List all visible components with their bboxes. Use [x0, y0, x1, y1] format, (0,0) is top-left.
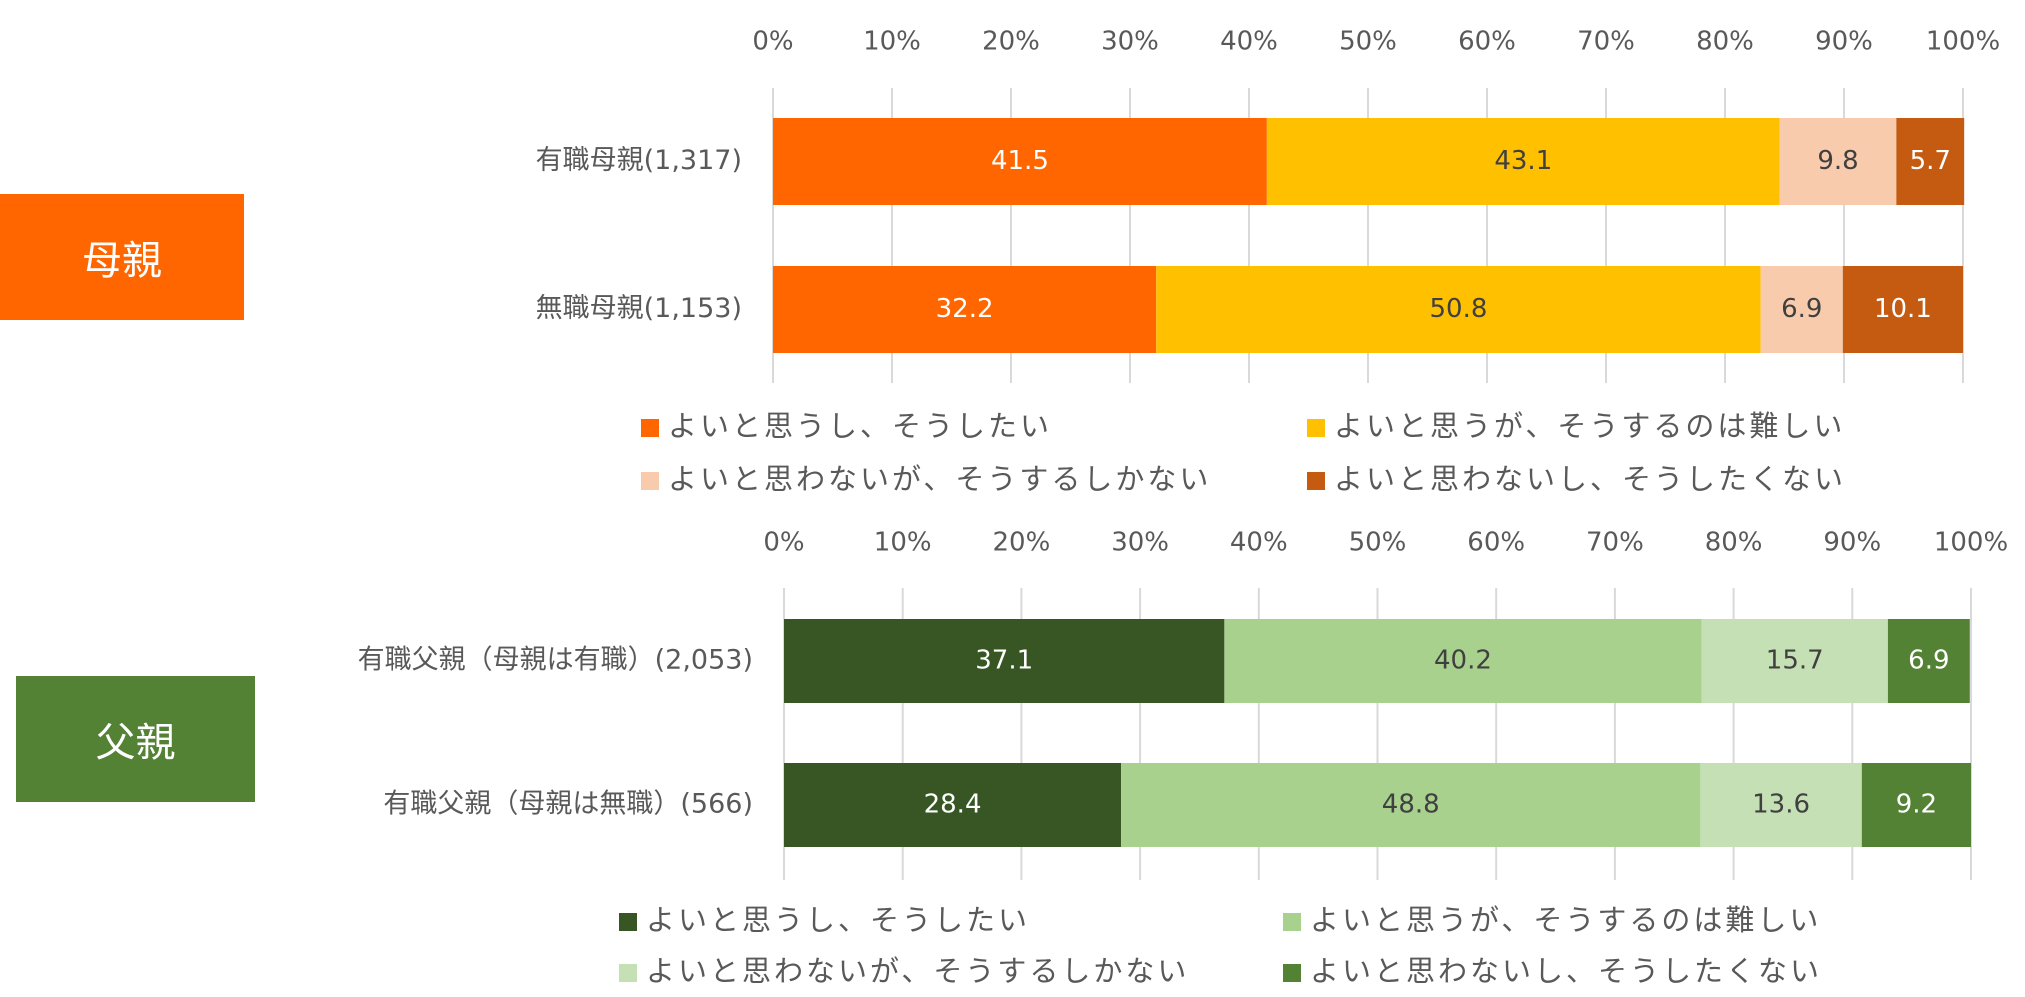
- father-bar-segment: [1121, 763, 1701, 847]
- mother-data-label: 6.9: [1781, 294, 1822, 324]
- father-legend-swatch: [619, 913, 637, 931]
- father-tick-label: 90%: [1823, 528, 1881, 558]
- father-legend-label: よいと思わないが、そうするしかない: [646, 954, 1189, 988]
- father-tick-label: 40%: [1230, 528, 1288, 558]
- mother-data-label: 41.5: [991, 146, 1049, 176]
- mother-tick-label: 70%: [1577, 27, 1635, 57]
- father-tick-label: 50%: [1349, 528, 1407, 558]
- mother-tick-label: 40%: [1220, 27, 1278, 57]
- mother-bar-segment: [773, 118, 1267, 205]
- mother-tick-label: 100%: [1926, 27, 2000, 57]
- father-data-label: 40.2: [1434, 646, 1492, 676]
- father-data-label: 13.6: [1752, 790, 1810, 820]
- father-bar-segment: [784, 619, 1225, 703]
- father-bar-segment: [1224, 619, 1702, 703]
- father-data-label: 6.9: [1908, 646, 1949, 676]
- mother-bar-segment: [1896, 118, 1965, 205]
- mother-section-label: 母親: [0, 194, 244, 320]
- mother-bar-segment: [1266, 118, 1780, 205]
- mother-tick-label: 60%: [1458, 27, 1516, 57]
- father-category-label: 有職父親（母親は有職）(2,053): [358, 645, 753, 676]
- father-category-label: 有職父親（母親は無職）(566): [383, 789, 753, 820]
- mother-data-label: 43.1: [1494, 146, 1552, 176]
- father-legend-swatch: [619, 964, 637, 982]
- mother-legend-label: よいと思わないし、そうしたくない: [1334, 462, 1846, 496]
- father-tick-label: 80%: [1705, 528, 1763, 558]
- father-legend-label: よいと思うが、そうするのは難しい: [1310, 903, 1821, 937]
- father-data-label: 48.8: [1382, 790, 1440, 820]
- father-section-label: 父親: [16, 676, 255, 802]
- father-legend-label: よいと思わないし、そうしたくない: [1310, 954, 1822, 988]
- mother-category-label: 有職母親(1,317): [536, 145, 742, 176]
- mother-legend-swatch: [1307, 419, 1325, 437]
- mother-category-label: 無職母親(1,153): [536, 293, 742, 324]
- father-data-label: 28.4: [924, 790, 982, 820]
- father-tick-label: 70%: [1586, 528, 1644, 558]
- mother-tick-label: 20%: [982, 27, 1040, 57]
- father-tick-label: 60%: [1467, 528, 1525, 558]
- mother-tick-label: 10%: [863, 27, 921, 57]
- father-legend-swatch: [1283, 964, 1301, 982]
- mother-legend-swatch: [1307, 472, 1325, 490]
- father-bar-segment: [784, 763, 1122, 847]
- mother-data-label: 10.1: [1874, 294, 1932, 324]
- mother-tick-label: 0%: [752, 27, 793, 57]
- mother-tick-label: 50%: [1339, 27, 1397, 57]
- father-bar-segment: [1887, 619, 1970, 703]
- father-tick-label: 100%: [1934, 528, 2008, 558]
- father-data-label: 15.7: [1766, 646, 1824, 676]
- mother-legend-label: よいと思うが、そうするのは難しい: [1334, 409, 1845, 443]
- mother-data-label: 9.8: [1817, 146, 1858, 176]
- mother-legend-label: よいと思わないが、そうするしかない: [668, 462, 1211, 496]
- mother-legend-label: よいと思うし、そうしたい: [668, 409, 1052, 443]
- father-bar-segment: [1861, 763, 1971, 847]
- mother-bar-segment: [1779, 118, 1897, 205]
- mother-legend-swatch: [641, 472, 659, 490]
- mother-tick-label: 90%: [1815, 27, 1873, 57]
- father-bar-segment: [1700, 763, 1862, 847]
- mother-bar-segment: [1156, 266, 1761, 353]
- mother-data-label: 5.7: [1910, 146, 1951, 176]
- father-legend-label: よいと思うし、そうしたい: [646, 903, 1030, 937]
- father-tick-label: 30%: [1111, 528, 1169, 558]
- father-legend-swatch: [1283, 913, 1301, 931]
- mother-bar-segment: [773, 266, 1157, 353]
- father-data-label: 9.2: [1896, 790, 1937, 820]
- mother-bar-segment: [1760, 266, 1843, 353]
- father-tick-label: 20%: [993, 528, 1051, 558]
- father-tick-label: 0%: [763, 528, 804, 558]
- mother-data-label: 50.8: [1429, 294, 1487, 324]
- father-bar-segment: [1701, 619, 1888, 703]
- father-tick-label: 10%: [874, 528, 932, 558]
- mother-bar-segment: [1842, 266, 1963, 353]
- father-data-label: 37.1: [975, 646, 1033, 676]
- mother-tick-label: 30%: [1101, 27, 1159, 57]
- mother-tick-label: 80%: [1696, 27, 1754, 57]
- mother-legend-swatch: [641, 419, 659, 437]
- mother-data-label: 32.2: [936, 294, 994, 324]
